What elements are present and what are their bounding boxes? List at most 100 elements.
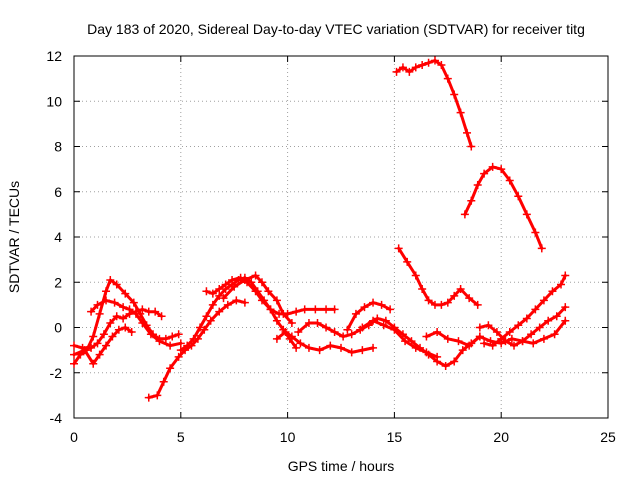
data-point xyxy=(433,328,442,337)
data-point xyxy=(112,280,121,289)
data-point xyxy=(208,300,217,309)
data-point xyxy=(480,339,489,348)
series-arc-8 xyxy=(219,271,296,327)
data-point xyxy=(108,332,117,341)
x-tick-label: 15 xyxy=(387,429,403,445)
series-line xyxy=(463,165,544,250)
series-arc-16 xyxy=(475,303,570,350)
data-point xyxy=(240,298,249,307)
y-tick-label: 0 xyxy=(54,320,62,336)
data-point xyxy=(539,334,548,343)
data-point xyxy=(531,305,540,314)
data-point xyxy=(484,321,493,330)
data-point xyxy=(157,312,166,321)
data-point xyxy=(251,271,260,280)
x-tick-label: 25 xyxy=(600,429,616,445)
data-point xyxy=(522,210,531,219)
data-point xyxy=(369,316,378,325)
data-point xyxy=(174,352,183,361)
data-point xyxy=(358,346,367,355)
data-point xyxy=(443,74,452,83)
data-point xyxy=(166,364,175,373)
data-point xyxy=(236,273,245,282)
series-arc-13 xyxy=(394,244,482,309)
data-point xyxy=(390,325,399,334)
series-line xyxy=(345,301,392,332)
data-point xyxy=(422,332,431,341)
data-point xyxy=(129,298,138,307)
data-point xyxy=(281,328,290,337)
data-point xyxy=(228,275,237,284)
x-tick-label: 10 xyxy=(280,429,296,445)
y-tick-label: -2 xyxy=(50,365,63,381)
data-point xyxy=(456,285,465,294)
data-point xyxy=(112,312,121,321)
series-arc-11 xyxy=(343,298,395,334)
data-point xyxy=(296,339,305,348)
data-point xyxy=(127,328,136,337)
data-point xyxy=(80,346,89,355)
data-point xyxy=(544,316,553,325)
data-point xyxy=(176,339,185,348)
data-point xyxy=(561,271,570,280)
data-point xyxy=(106,318,115,327)
data-point xyxy=(230,282,239,291)
data-point xyxy=(369,343,378,352)
data-point xyxy=(392,67,401,76)
data-point xyxy=(202,287,211,296)
series-line xyxy=(296,316,482,368)
axis-ticks xyxy=(73,55,609,419)
data-point xyxy=(87,307,96,316)
data-point xyxy=(232,296,241,305)
data-point xyxy=(264,287,273,296)
data-point xyxy=(358,323,367,332)
data-point xyxy=(272,316,281,325)
data-point xyxy=(168,332,177,341)
data-point xyxy=(89,359,98,368)
data-point xyxy=(183,341,192,350)
data-point xyxy=(475,332,484,341)
y-tick-label: 12 xyxy=(46,48,62,64)
data-point xyxy=(121,323,130,332)
data-point xyxy=(411,271,420,280)
data-point xyxy=(514,321,523,330)
data-point xyxy=(89,332,98,341)
data-point xyxy=(527,330,536,339)
data-point xyxy=(70,359,78,368)
data-point xyxy=(507,334,516,343)
data-point xyxy=(196,323,205,332)
data-point xyxy=(251,287,260,296)
y-tick-label: 8 xyxy=(54,139,62,155)
data-point xyxy=(70,341,78,350)
data-point xyxy=(131,307,140,316)
data-point xyxy=(510,341,519,350)
data-point xyxy=(475,323,484,332)
y-axis-title: SDTVAR / TECUs xyxy=(6,181,22,293)
data-point xyxy=(87,343,96,352)
data-point xyxy=(272,296,281,305)
data-point xyxy=(443,298,452,307)
data-point xyxy=(272,334,281,343)
x-tick-labels: 0 5 10 15 20 25 xyxy=(70,429,616,445)
series-line xyxy=(395,59,473,148)
data-point xyxy=(294,328,303,337)
data-point xyxy=(315,346,324,355)
data-point xyxy=(480,169,489,178)
data-point xyxy=(411,343,420,352)
data-point xyxy=(114,325,123,334)
data-point xyxy=(505,328,514,337)
data-point xyxy=(110,298,119,307)
data-point xyxy=(287,332,296,341)
data-point xyxy=(240,275,249,284)
data-point xyxy=(144,393,153,402)
data-point xyxy=(561,303,570,312)
data-point xyxy=(514,192,523,201)
data-point xyxy=(539,296,548,305)
data-point xyxy=(458,346,467,355)
data-point xyxy=(221,280,230,289)
data-point xyxy=(492,328,501,337)
series-arc-3 xyxy=(70,305,166,352)
data-point xyxy=(473,180,482,189)
data-point xyxy=(405,67,414,76)
data-point xyxy=(322,305,331,314)
